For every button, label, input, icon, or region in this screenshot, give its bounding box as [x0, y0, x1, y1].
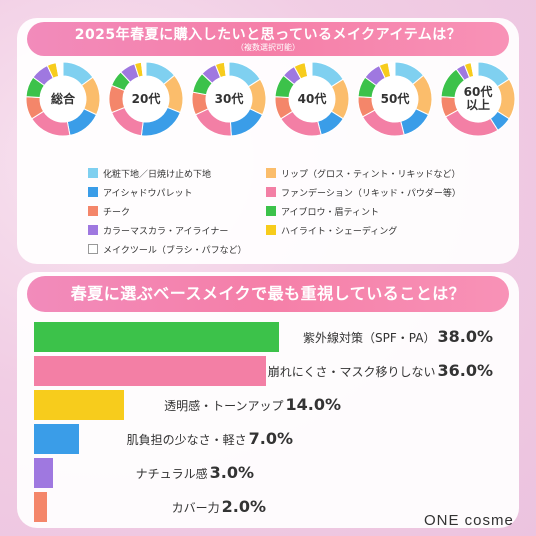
- legend-swatch: [88, 206, 98, 216]
- donut-label: 30代: [214, 91, 244, 106]
- survey2-title: 春夏に選ぶベースメイクで最も重視していることは？: [70, 284, 466, 303]
- donut-svg: [191, 61, 267, 137]
- survey2-title-banner: 春夏に選ぶベースメイクで最も重視していることは？: [27, 276, 509, 312]
- donut-chart-5: 60代 以上: [439, 60, 517, 138]
- donut-svg: [25, 61, 101, 137]
- legend-item: カラーマスカラ・アイライナー: [88, 225, 228, 238]
- legend-swatch: [88, 225, 98, 235]
- legend-label: ハイライト・シェーディング: [281, 227, 398, 237]
- legend-item: ハイライト・シェーディング: [266, 225, 397, 238]
- donut-svg: [108, 61, 184, 137]
- legend-item: アイブロウ・眉ティント: [266, 206, 379, 219]
- donut-chart-4: 50代: [356, 60, 434, 138]
- donut-label: 20代: [131, 91, 161, 106]
- survey2-panel: 春夏に選ぶベースメイクで最も重視していることは？: [17, 272, 519, 528]
- legend-item: チーク: [88, 206, 130, 219]
- donut-hole: [289, 76, 335, 122]
- donut-chart-0: 総合: [24, 60, 102, 138]
- legend-label: 化粧下地／日焼け止め下地: [103, 170, 212, 180]
- legend-swatch: [88, 187, 98, 197]
- survey1-title: 2025年春夏に購入したいと思っているメイクアイテムは？: [74, 27, 462, 43]
- donut-svg: [440, 61, 516, 137]
- legend-item: リップ（グロス・ティント・リキッドなど）: [266, 168, 460, 181]
- donut-hole: [455, 76, 501, 122]
- donut-label: 50代: [380, 91, 410, 106]
- donut-hole: [40, 76, 86, 122]
- legend-swatch: [88, 168, 98, 178]
- brand-logo: ONE cosme: [424, 512, 514, 529]
- donut-chart-2: 30代: [190, 60, 268, 138]
- donut-chart-1: 20代: [107, 60, 185, 138]
- donut-label: 60代 以上: [463, 85, 493, 112]
- survey1-panel: 2025年春夏に購入したいと思っているメイクアイテムは？ （複数選択可能）: [17, 18, 519, 264]
- donut-hole: [372, 76, 418, 122]
- legend-swatch: [266, 206, 276, 216]
- donut-label: 40代: [297, 91, 327, 106]
- survey1-title-banner: 2025年春夏に購入したいと思っているメイクアイテムは？ （複数選択可能）: [27, 22, 509, 56]
- legend-swatch: [266, 187, 276, 197]
- legend-label: リップ（グロス・ティント・リキッドなど）: [281, 170, 461, 180]
- legend-label: カラーマスカラ・アイライナー: [103, 227, 229, 237]
- donut-legend: 化粧下地／日焼け止め下地 リップ（グロス・ティント・リキッドなど） アイシャドウパレ…: [88, 160, 468, 260]
- survey1-note: （複数選択可能）: [236, 43, 300, 52]
- legend-label: チーク: [103, 208, 131, 218]
- donut-chart-3: 40代: [273, 60, 351, 138]
- donut-svg: [274, 61, 350, 137]
- donut-label: 総合: [50, 91, 75, 106]
- donut-hole: [123, 76, 169, 122]
- legend-item: メイクツール（ブラシ・パフなど）: [88, 244, 247, 257]
- legend-swatch: [266, 225, 276, 235]
- donut-hole: [206, 76, 252, 122]
- legend-swatch: [88, 244, 98, 254]
- legend-item: ファンデーション（リキッド・パウダー等）: [266, 187, 461, 200]
- legend-label: アイシャドウパレット: [103, 189, 193, 199]
- legend-label: メイクツール（ブラシ・パフなど）: [103, 246, 247, 256]
- legend-swatch: [266, 168, 276, 178]
- legend-item: アイシャドウパレット: [88, 187, 193, 200]
- legend-label: ファンデーション（リキッド・パウダー等）: [281, 189, 461, 199]
- donut-svg: [357, 61, 433, 137]
- legend-item: 化粧下地／日焼け止め下地: [88, 168, 211, 181]
- legend-label: アイブロウ・眉ティント: [281, 208, 380, 218]
